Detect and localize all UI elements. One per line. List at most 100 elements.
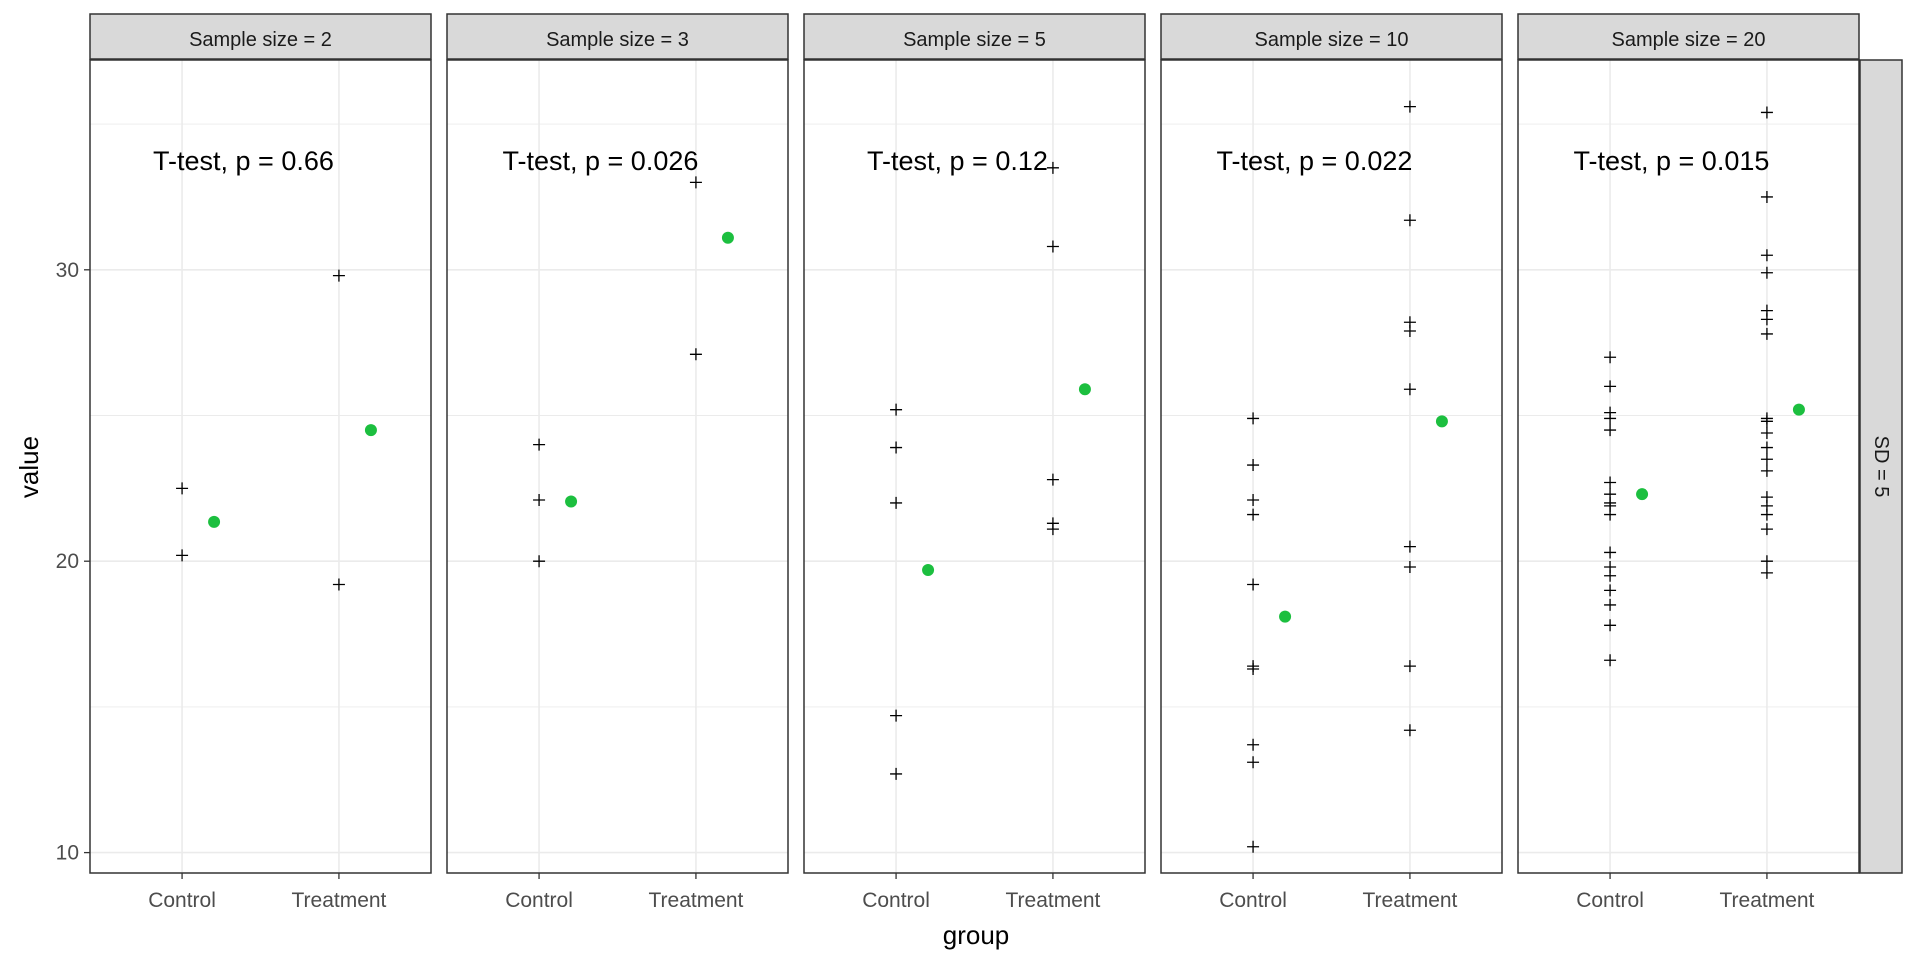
data-point-treatment bbox=[1046, 523, 1059, 536]
y-tick-label: 30 bbox=[56, 259, 79, 282]
data-point-treatment bbox=[1046, 473, 1059, 486]
panel-border bbox=[1160, 59, 1503, 874]
data-point-control bbox=[1604, 598, 1617, 611]
data-point-treatment bbox=[1046, 161, 1059, 174]
y-tick-label: 10 bbox=[56, 842, 79, 865]
data-point-control bbox=[1604, 584, 1617, 597]
strip-header bbox=[1160, 13, 1503, 60]
data-point-control bbox=[1247, 738, 1260, 751]
data-point-control bbox=[1247, 494, 1260, 507]
data-point-treatment bbox=[689, 348, 702, 361]
x-tick-label: Treatment bbox=[1005, 889, 1100, 912]
mean-point-control bbox=[565, 495, 578, 508]
x-tick-label: Control bbox=[148, 889, 216, 912]
panel-border bbox=[446, 59, 789, 874]
data-point-control bbox=[890, 441, 903, 454]
x-tick-label: Control bbox=[1576, 889, 1644, 912]
strip-header bbox=[1517, 13, 1860, 60]
data-point-control bbox=[1247, 508, 1260, 521]
data-point-treatment bbox=[1760, 249, 1773, 262]
strip-label: Sample size = 3 bbox=[546, 29, 689, 51]
data-point-treatment bbox=[1760, 566, 1773, 579]
data-point-control bbox=[1604, 654, 1617, 667]
data-point-control bbox=[1604, 546, 1617, 559]
strip-header bbox=[446, 13, 789, 60]
x-tick-label: Control bbox=[862, 889, 930, 912]
data-point-control bbox=[1604, 619, 1617, 632]
mean-point-treatment bbox=[1435, 415, 1448, 428]
data-point-treatment bbox=[1403, 724, 1416, 737]
data-point-control bbox=[176, 549, 189, 562]
panel-background bbox=[1161, 60, 1502, 873]
x-tick-label: Treatment bbox=[1719, 889, 1814, 912]
strip-header bbox=[803, 13, 1146, 60]
panel-border bbox=[1517, 59, 1860, 874]
x-tick-label: Treatment bbox=[1362, 889, 1457, 912]
data-point-control bbox=[890, 403, 903, 416]
data-point-control bbox=[1247, 756, 1260, 769]
y-axis-title: value bbox=[14, 436, 44, 498]
data-point-treatment bbox=[1760, 313, 1773, 326]
x-tick-label: Control bbox=[1219, 889, 1287, 912]
panel-background bbox=[90, 60, 431, 873]
strip-header bbox=[89, 13, 432, 60]
panel-background bbox=[447, 60, 788, 873]
data-point-treatment bbox=[1760, 508, 1773, 521]
data-point-control bbox=[1604, 412, 1617, 425]
data-point-treatment bbox=[332, 578, 345, 591]
mean-point-treatment bbox=[1078, 383, 1091, 396]
data-point-control bbox=[1604, 569, 1617, 582]
x-axis-title: group bbox=[943, 920, 1010, 950]
data-point-control bbox=[1604, 424, 1617, 437]
strip-label: Sample size = 20 bbox=[1612, 29, 1766, 51]
data-point-treatment bbox=[1403, 660, 1416, 673]
panel-background bbox=[804, 60, 1145, 873]
facet-row-strip bbox=[1859, 59, 1903, 874]
data-point-treatment bbox=[1760, 555, 1773, 568]
data-point-treatment bbox=[1760, 327, 1773, 340]
data-point-control bbox=[533, 494, 546, 507]
data-point-treatment bbox=[1403, 383, 1416, 396]
panel-border bbox=[803, 59, 1146, 874]
data-point-treatment bbox=[1403, 214, 1416, 227]
data-point-control bbox=[1247, 578, 1260, 591]
x-tick-label: Treatment bbox=[291, 889, 386, 912]
data-point-control bbox=[1247, 459, 1260, 472]
strip-label: Sample size = 10 bbox=[1255, 29, 1409, 51]
panel-background bbox=[1518, 60, 1859, 873]
mean-point-treatment bbox=[1792, 403, 1805, 416]
data-point-control bbox=[890, 767, 903, 780]
strip-label: Sample size = 2 bbox=[189, 29, 332, 51]
data-point-control bbox=[890, 496, 903, 509]
data-point-treatment bbox=[1046, 240, 1059, 253]
data-point-treatment bbox=[1760, 441, 1773, 454]
data-point-treatment bbox=[1760, 266, 1773, 279]
data-point-treatment bbox=[1760, 464, 1773, 477]
data-point-control bbox=[1247, 840, 1260, 853]
data-point-treatment bbox=[689, 176, 702, 189]
mean-point-treatment bbox=[721, 231, 734, 244]
data-point-control bbox=[1247, 412, 1260, 425]
data-point-treatment bbox=[332, 269, 345, 282]
mean-point-control bbox=[922, 563, 935, 576]
mean-point-treatment bbox=[364, 424, 377, 437]
mean-point-control bbox=[1279, 610, 1292, 623]
data-point-control bbox=[890, 709, 903, 722]
data-point-treatment bbox=[1403, 561, 1416, 574]
y-tick-label: 20 bbox=[56, 550, 79, 573]
data-point-control bbox=[1604, 351, 1617, 364]
data-point-control bbox=[1604, 476, 1617, 489]
ttest-annotation: T-test, p = 0.12 bbox=[867, 146, 1048, 176]
data-point-treatment bbox=[1760, 106, 1773, 119]
data-point-treatment bbox=[1760, 453, 1773, 466]
data-point-treatment bbox=[1760, 426, 1773, 439]
data-point-control bbox=[1247, 663, 1260, 676]
ttest-annotation: T-test, p = 0.026 bbox=[503, 146, 699, 176]
strip-label: Sample size = 5 bbox=[903, 29, 1046, 51]
data-point-treatment bbox=[1403, 100, 1416, 113]
data-point-treatment bbox=[1403, 540, 1416, 553]
data-point-treatment bbox=[1760, 523, 1773, 536]
x-tick-label: Treatment bbox=[648, 889, 743, 912]
